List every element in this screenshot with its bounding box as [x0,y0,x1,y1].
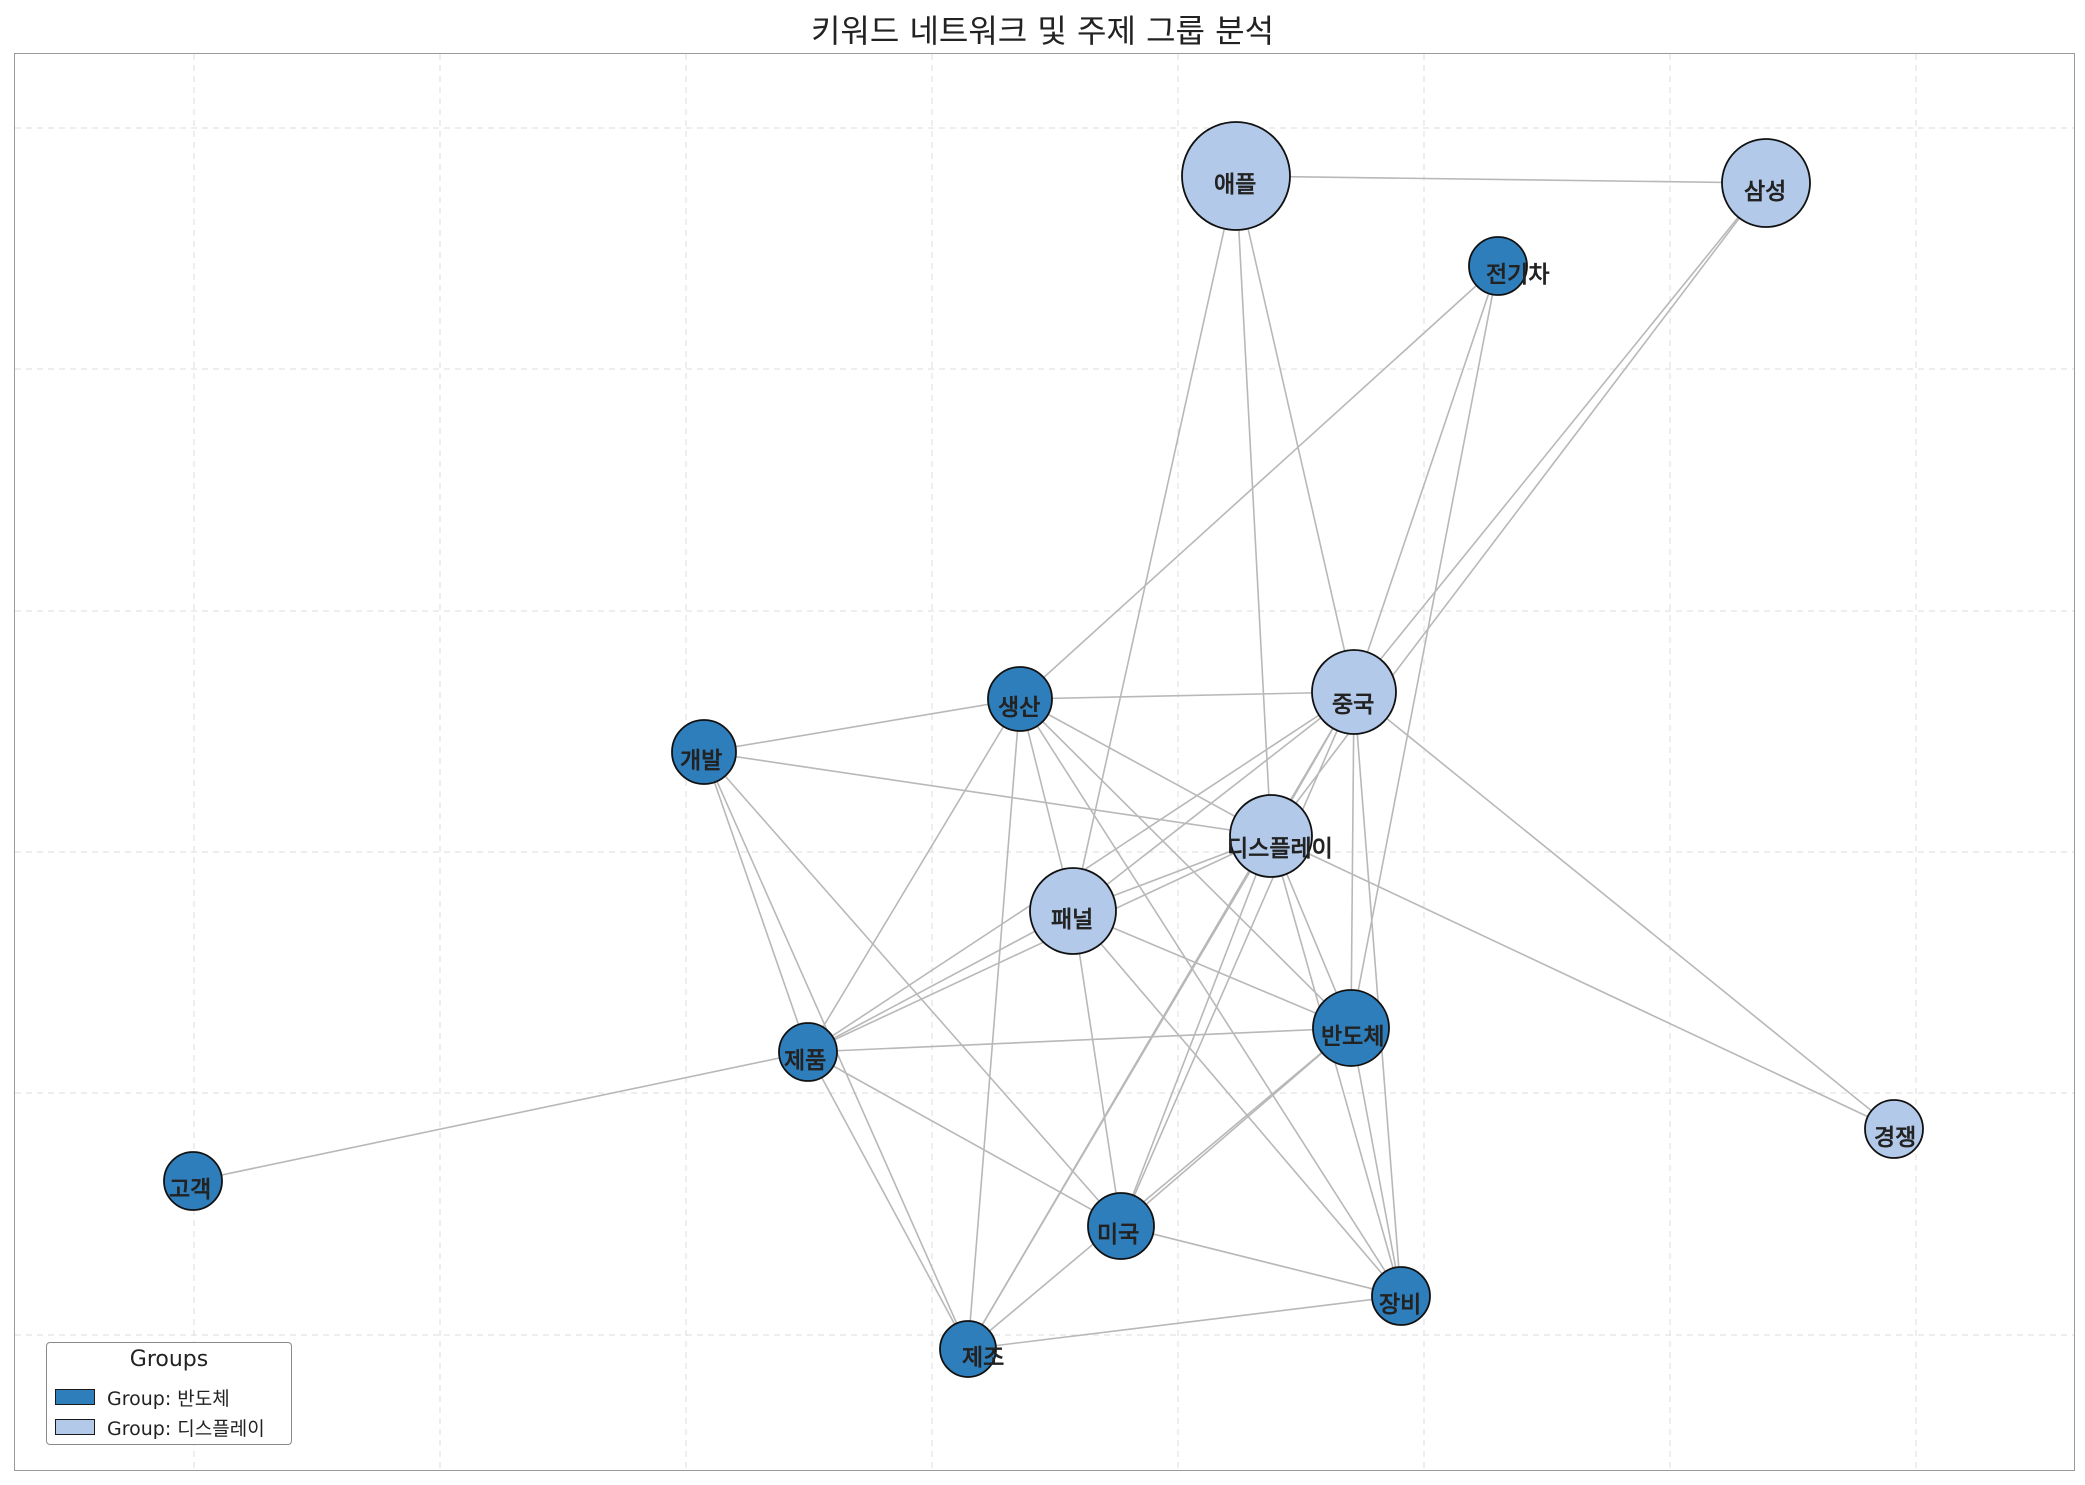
node-label-장비: 장비 [1379,1292,1421,1318]
node-label-애플: 애플 [1214,172,1256,198]
edge-애플-패널 [1072,175,1237,912]
edge-생산-제품 [807,698,1021,1053]
edge-반도체-장비 [1350,1027,1402,1297]
edge-제품-고객 [192,1051,809,1182]
chart-title: 키워드 네트워크 및 주제 그룹 분석 [810,12,1275,50]
plot-area [14,53,2075,1471]
edge-반도체-제품 [807,1027,1352,1053]
node-label-제품: 제품 [784,1048,826,1074]
node-label-생산: 생산 [998,695,1040,721]
node-전기차[interactable] [1468,236,1528,296]
edge-생산-반도체 [1019,698,1352,1029]
edge-디스플레이-제품 [807,835,1272,1053]
node-label-개발: 개발 [680,748,722,774]
edge-패널-제품 [807,910,1074,1053]
edge-패널-반도체 [1072,910,1352,1029]
node-label-경쟁: 경쟁 [1874,1125,1916,1151]
grid-lines [15,54,2074,1470]
edge-디스플레이-제조 [967,835,1272,1350]
legend-swatch [55,1419,95,1435]
edge-생산-장비 [1019,698,1402,1297]
node-패널[interactable] [1029,867,1117,955]
node-제품[interactable] [778,1022,838,1082]
edge-장비-제조 [967,1295,1402,1350]
node-미국[interactable] [1087,1192,1155,1260]
node-label-패널: 패널 [1051,907,1093,933]
edge-생산-디스플레이 [1019,698,1272,837]
node-고객[interactable] [163,1151,223,1211]
edge-패널-장비 [1072,910,1402,1297]
edge-중국-장비 [1353,691,1402,1297]
node-개발[interactable] [671,719,737,785]
edge-제품-제조 [807,1051,969,1350]
edge-개발-디스플레이 [703,751,1272,837]
edge-중국-생산 [1019,691,1355,700]
edge-애플-디스플레이 [1235,175,1272,837]
node-삼성[interactable] [1721,138,1811,228]
edge-디스플레이-장비 [1270,835,1402,1297]
node-label-미국: 미국 [1097,1222,1139,1248]
edge-전기차-생산 [1019,265,1499,700]
node-label-제조: 제조 [962,1345,1004,1371]
node-생산[interactable] [987,666,1053,732]
node-디스플레이[interactable] [1229,794,1313,878]
node-label-중국: 중국 [1332,692,1374,718]
legend-item-group-b: Group: 디스플레이 [55,1415,265,1440]
edge-개발-미국 [703,751,1122,1227]
node-label-삼성: 삼성 [1744,179,1786,205]
edge-전기차-중국 [1353,265,1499,693]
edge-애플-중국 [1235,175,1355,693]
node-경쟁[interactable] [1864,1099,1924,1159]
edge-패널-미국 [1072,910,1122,1227]
node-장비[interactable] [1371,1266,1431,1326]
node-중국[interactable] [1311,649,1397,735]
edge-중국-경쟁 [1353,691,1895,1130]
edge-삼성-중국 [1353,182,1767,693]
edge-중국-반도체 [1350,691,1355,1029]
legend-title: Groups [129,1347,209,1372]
edge-layer [192,175,1895,1350]
edge-디스플레이-경쟁 [1270,835,1895,1130]
edge-제품-미국 [807,1051,1122,1227]
edge-생산-제조 [967,698,1021,1350]
node-label-디스플레이: 디스플레이 [1227,836,1333,862]
edge-생산-개발 [703,698,1021,753]
legend-swatch [55,1389,95,1405]
legend-item-group-a: Group: 반도체 [55,1385,230,1410]
node-layer [163,121,1924,1378]
edge-미국-장비 [1120,1225,1402,1297]
node-반도체[interactable] [1312,989,1390,1067]
legend-label: Group: 반도체 [107,1387,230,1410]
node-애플[interactable] [1181,121,1291,231]
edge-애플-삼성 [1235,175,1767,184]
edge-중국-패널 [1072,691,1355,912]
node-제조[interactable] [939,1320,997,1378]
node-label-반도체: 반도체 [1321,1024,1384,1050]
edge-디스플레이-미국 [1120,835,1272,1227]
edge-전기차-반도체 [1350,265,1499,1029]
edge-반도체-제조 [967,1027,1352,1350]
node-label-고객: 고객 [169,1177,211,1203]
edge-개발-제품 [703,751,809,1053]
edge-중국-미국 [1120,691,1355,1227]
node-label-전기차: 전기차 [1486,262,1549,288]
legend: Groups Group: 반도체 Group: 디스플레이 [46,1342,292,1445]
legend-label: Group: 디스플레이 [107,1417,265,1440]
